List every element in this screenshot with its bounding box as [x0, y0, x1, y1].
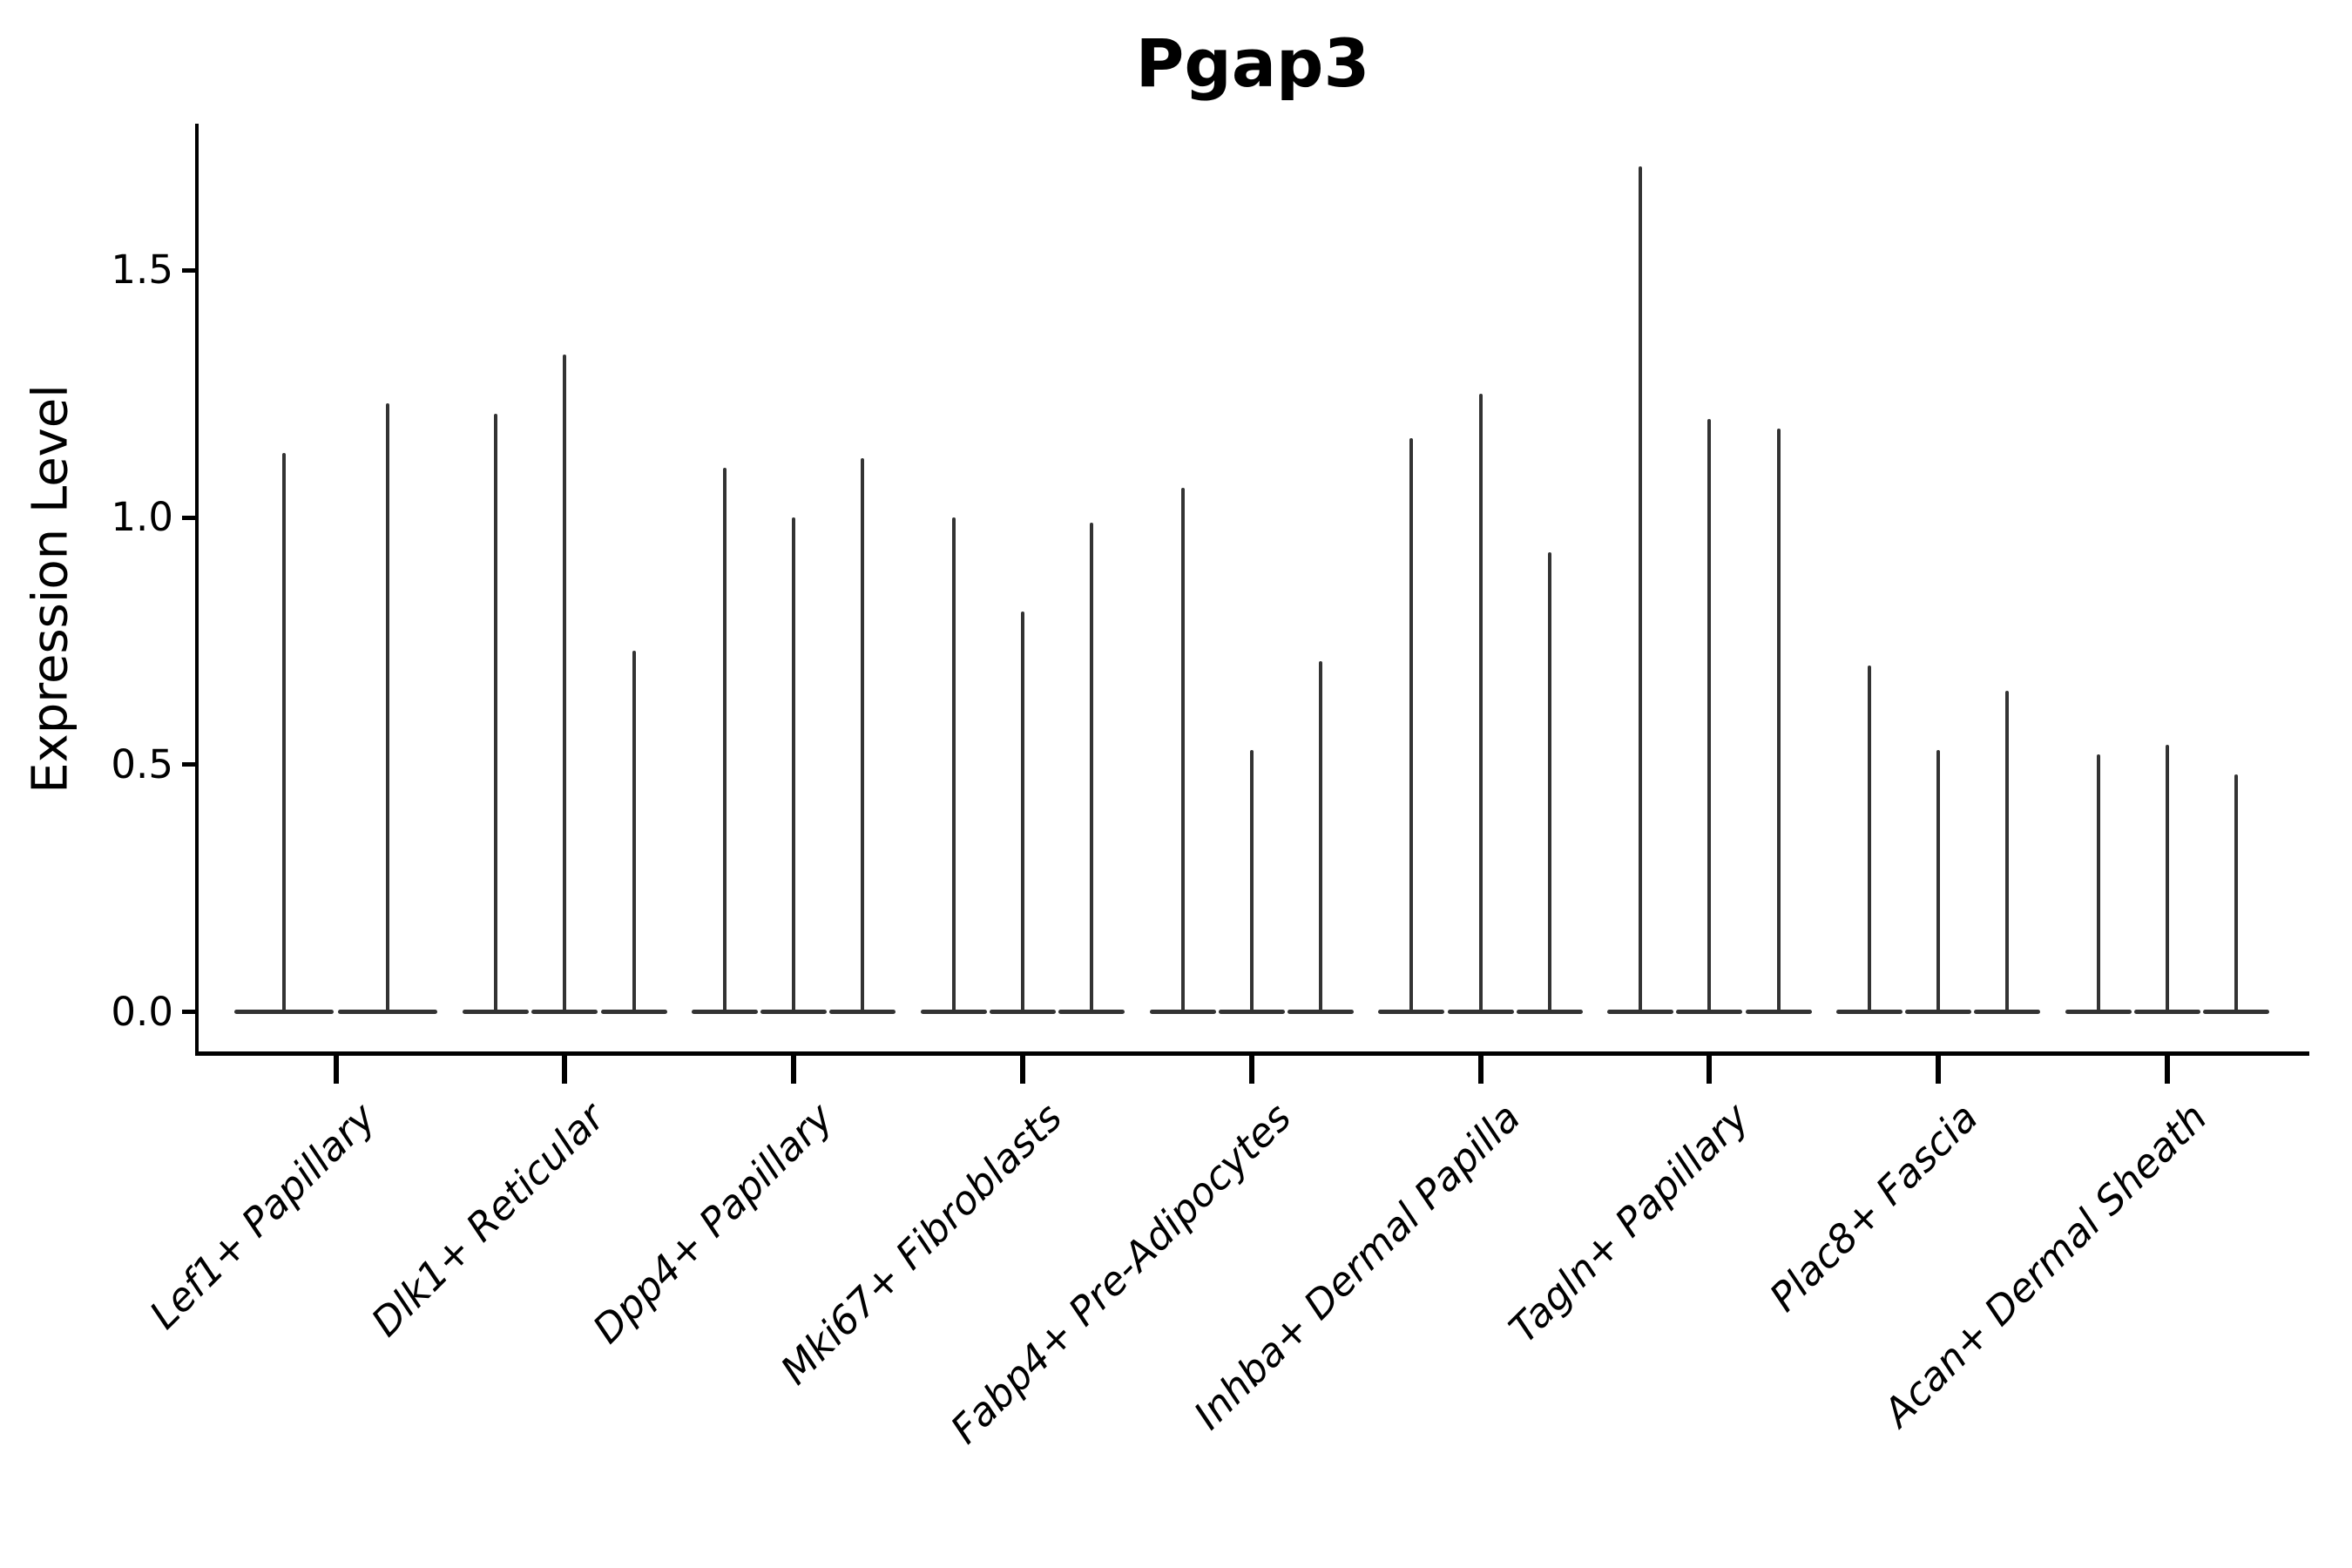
violin-spike	[1020, 611, 1024, 1014]
violin-spike	[1936, 749, 1941, 1014]
y-tick-label: 0.5	[111, 740, 173, 787]
y-tick-label: 0.0	[111, 988, 173, 1035]
y-tick	[182, 515, 195, 520]
x-tick	[791, 1055, 797, 1084]
x-tick-label: Dpp4+ Papillary	[584, 1093, 842, 1352]
violin-spike	[2234, 774, 2239, 1014]
violin-spike	[861, 457, 865, 1014]
violin-spike	[1478, 394, 1483, 1014]
y-axis-spine	[195, 124, 199, 1056]
violin-spike	[1547, 551, 1551, 1014]
violin-spike	[494, 413, 498, 1014]
violin-spike	[1409, 438, 1414, 1014]
y-tick-label: 1.0	[111, 494, 173, 540]
violin-spike	[2165, 745, 2169, 1014]
x-tick	[1707, 1055, 1713, 1084]
violin-spike	[1090, 522, 1094, 1014]
violin-spike	[792, 517, 796, 1014]
x-tick	[2164, 1055, 2170, 1084]
violin-spike	[632, 651, 636, 1014]
x-axis-spine	[195, 1051, 2309, 1056]
x-tick-label: Dlk1+ Reticular	[362, 1093, 613, 1345]
x-tick-label: Lef1+ Papillary	[140, 1093, 384, 1338]
y-tick-label: 1.5	[111, 247, 173, 294]
y-tick	[182, 267, 195, 273]
chart-title: Pgap3	[1135, 24, 1370, 102]
y-tick	[182, 762, 195, 767]
violin-spike	[563, 354, 567, 1014]
violin-spike	[282, 453, 286, 1014]
violin-spike	[2096, 754, 2100, 1014]
x-tick	[1477, 1055, 1484, 1084]
violin-spike	[1318, 660, 1322, 1014]
x-tick	[1248, 1055, 1254, 1084]
violin-spike	[1249, 749, 1254, 1014]
x-tick	[333, 1055, 339, 1084]
x-tick-label: Plac8+ Fascia	[1760, 1093, 1987, 1321]
violin-spike	[1707, 418, 1712, 1014]
x-tick	[1936, 1055, 1942, 1084]
violin-spike	[1180, 487, 1185, 1014]
violin-spike	[722, 468, 727, 1014]
violin-spike	[1639, 166, 1643, 1014]
x-tick	[1019, 1055, 1025, 1084]
violin-spike	[386, 403, 389, 1014]
violin-spike	[951, 517, 956, 1014]
violin-spike	[2005, 690, 2010, 1014]
x-tick-label: Tagln+ Papillary	[1499, 1093, 1758, 1352]
violin-spike	[1776, 428, 1781, 1014]
y-axis-label: Expression Level	[22, 384, 79, 794]
violin-spike	[1867, 666, 1871, 1014]
y-tick	[182, 1010, 195, 1014]
x-tick	[562, 1055, 568, 1084]
